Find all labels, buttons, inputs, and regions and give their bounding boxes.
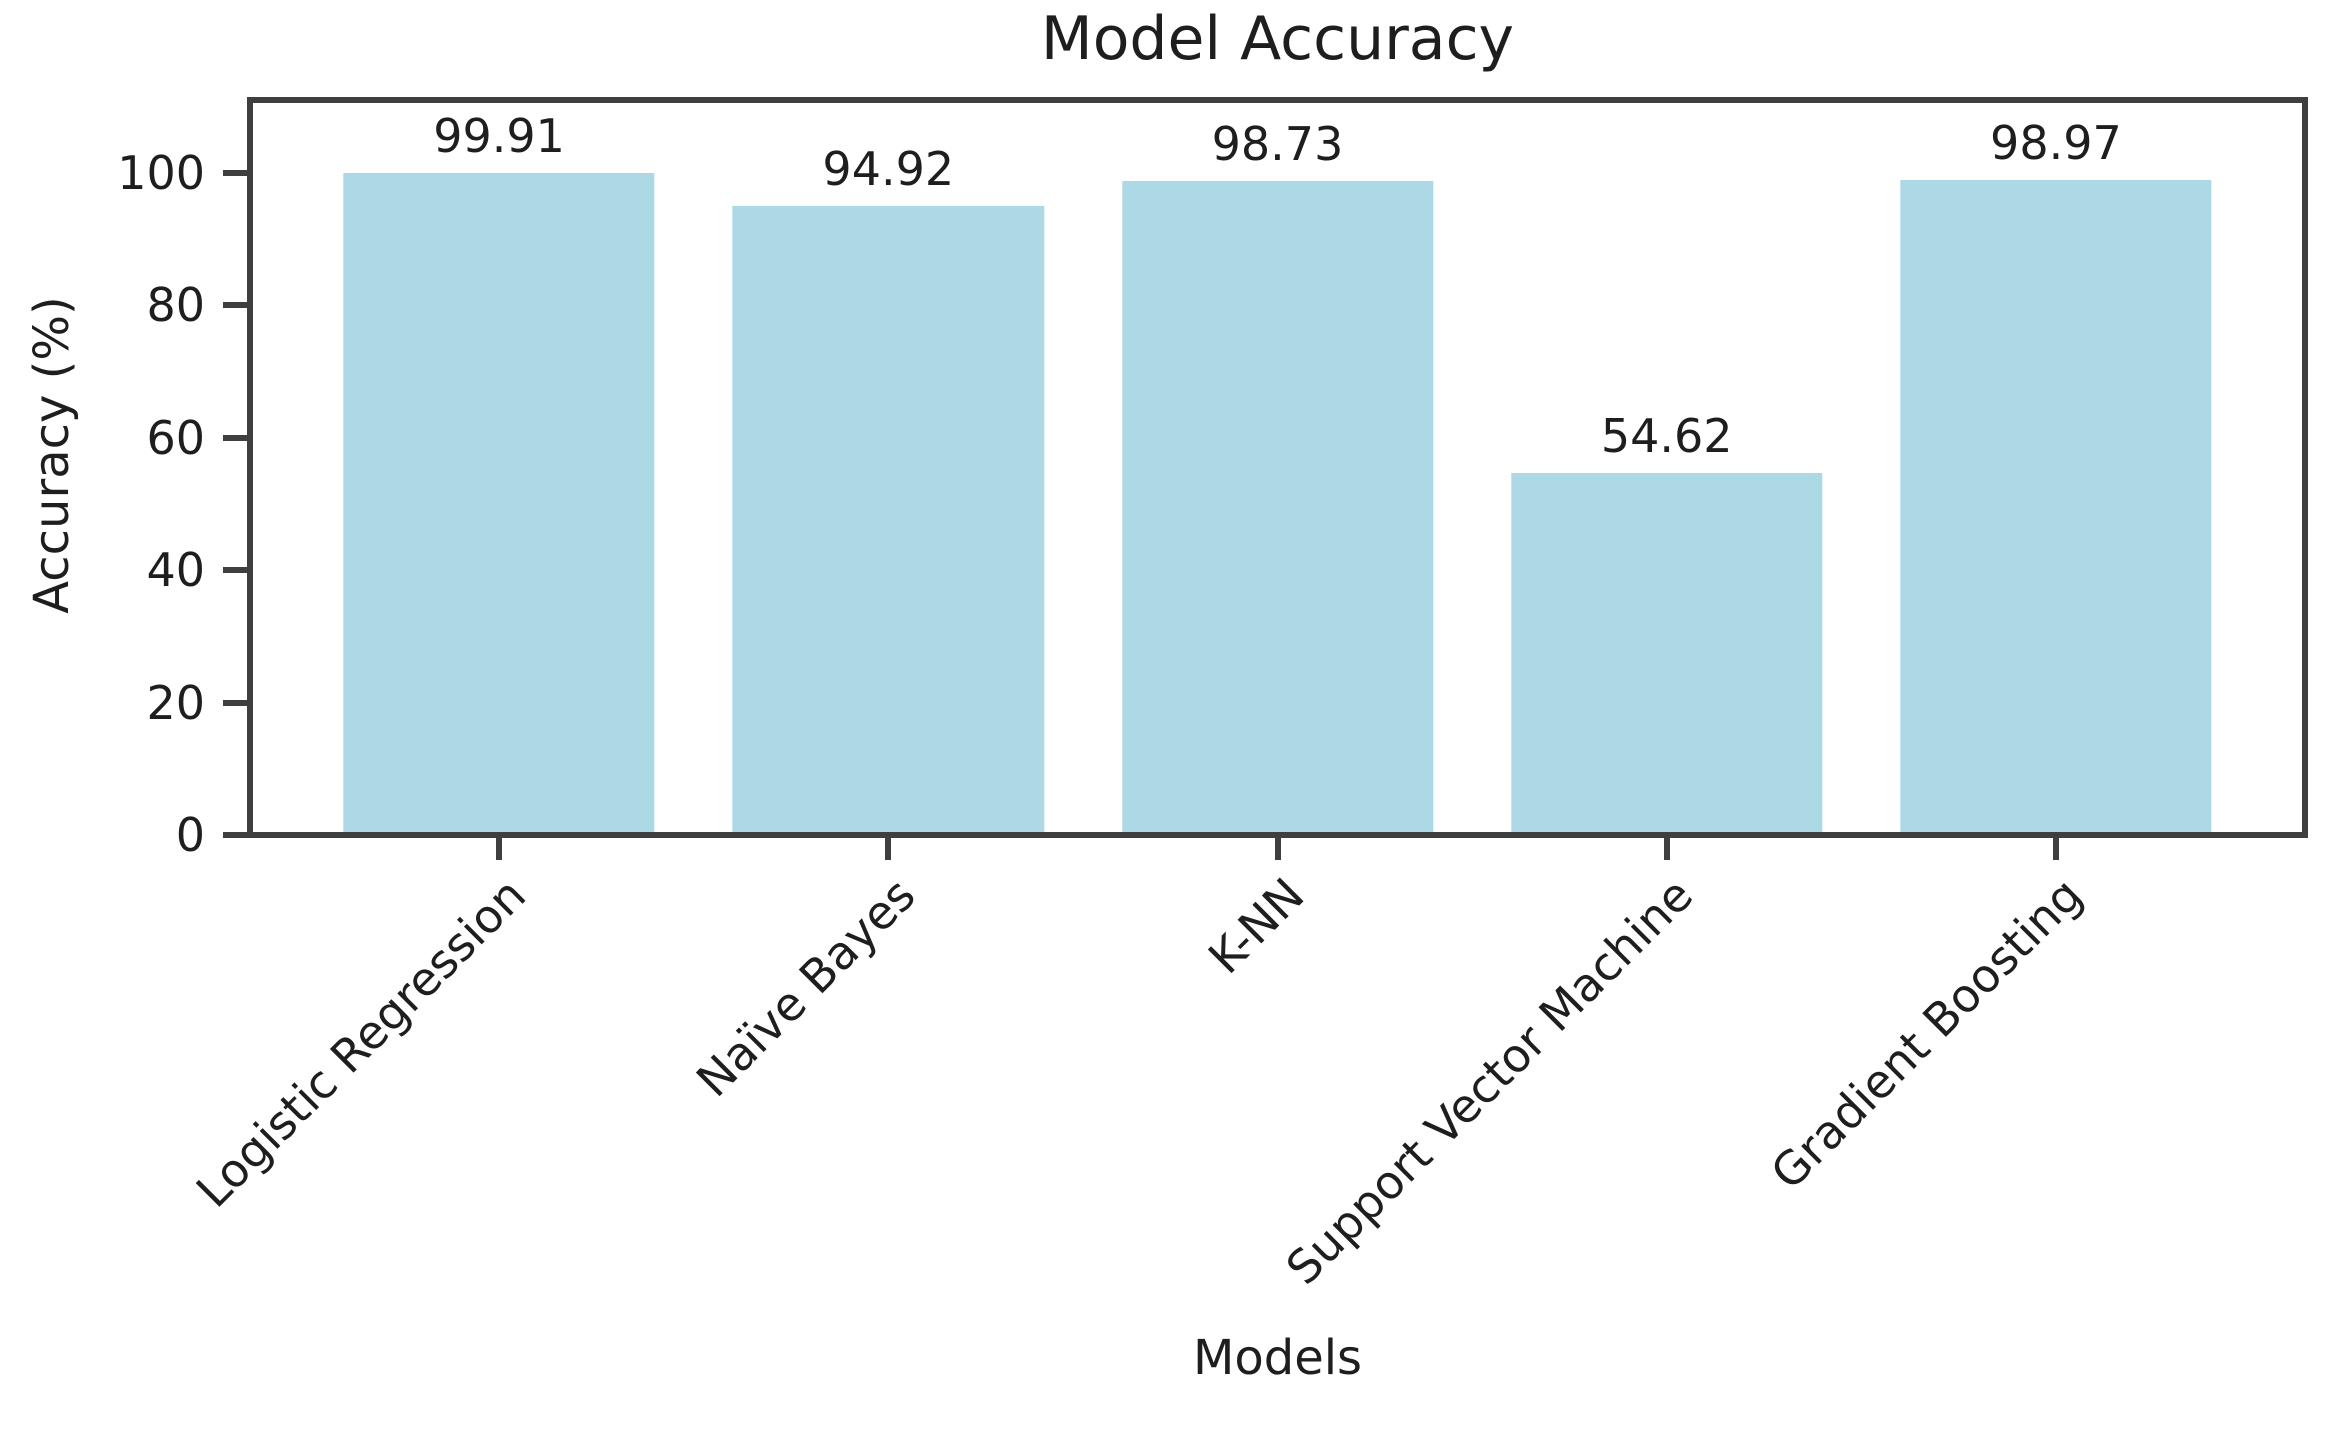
bar-value-label: 94.92 — [822, 142, 955, 197]
bar — [343, 173, 655, 835]
y-tick-mark — [223, 832, 247, 838]
axis-spine-bottom — [247, 832, 2308, 838]
bar — [1511, 473, 1823, 835]
x-category-label-text: Naïve Bayes — [685, 867, 926, 1108]
y-tick-mark — [223, 567, 247, 574]
y-tick-label: 60 — [146, 410, 205, 465]
y-tick-mark — [223, 169, 247, 176]
x-tick-mark — [1274, 838, 1281, 860]
bar — [1900, 179, 2212, 835]
bar-value-label: 99.91 — [433, 109, 565, 164]
y-tick-label: 20 — [146, 675, 205, 730]
y-tick-mark — [223, 434, 247, 441]
bar-value-label: 98.97 — [1990, 115, 2122, 170]
bar-value-label: 54.62 — [1600, 409, 1733, 464]
x-category-label-text: K-NN — [1197, 867, 1315, 985]
x-axis-label: Models — [1192, 1330, 1363, 1386]
x-tick-mark — [2052, 838, 2059, 860]
axis-spine-top — [247, 97, 2308, 103]
x-category-label-text: Logistic Regression — [185, 867, 536, 1218]
y-tick-label: 40 — [146, 543, 205, 598]
y-tick-mark — [223, 699, 247, 706]
bar — [732, 206, 1044, 835]
y-tick-mark — [223, 302, 247, 309]
x-category-label-text: Gradient Boosting — [1760, 867, 2093, 1200]
x-tick-mark — [885, 838, 892, 860]
y-tick-label: 80 — [146, 278, 205, 333]
x-category-label-text: Support Vector Machine — [1276, 867, 1704, 1295]
bar — [1121, 181, 1434, 835]
chart-title: Model Accuracy — [1040, 4, 1515, 74]
axis-spine-left — [247, 97, 253, 838]
y-tick-label: 100 — [117, 145, 205, 200]
x-tick-mark — [496, 838, 503, 860]
x-tick-mark — [1663, 838, 1670, 860]
y-tick-label: 0 — [175, 808, 205, 862]
plot-area: 0 20 40 60 80 100 99.91 Logistic Regression 94.9… — [117, 97, 2308, 1295]
axis-spine-right — [2302, 97, 2308, 838]
bar-value-label: 98.73 — [1211, 117, 1344, 172]
